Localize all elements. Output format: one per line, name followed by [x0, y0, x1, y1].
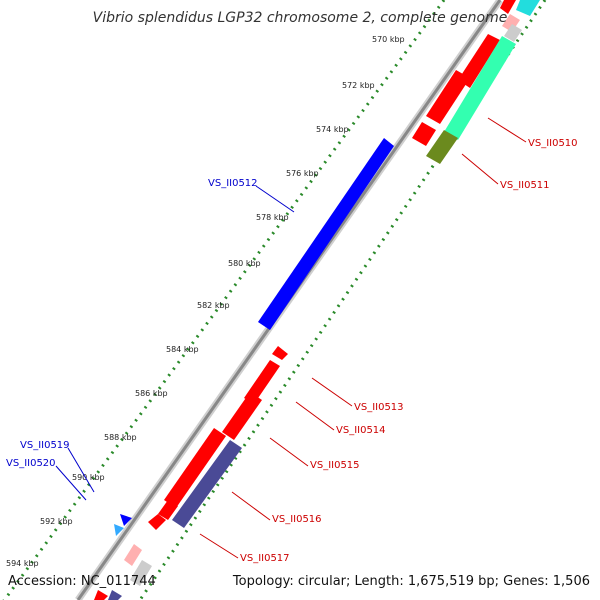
- tick-572: 572 kbp: [342, 81, 375, 90]
- tick-labels: 570 kbp 572 kbp 574 kbp 576 kbp 578 kbp …: [6, 35, 405, 568]
- gene-bottom-navy[interactable]: [108, 590, 122, 600]
- label-vs-ii0513: VS_II0513: [354, 402, 404, 413]
- summary-text: Topology: circular; Length: 1,675,519 bp…: [232, 574, 590, 589]
- gene-small-red-1[interactable]: [158, 500, 178, 520]
- gene-bottom-red[interactable]: [94, 590, 108, 600]
- outer-dotted-guide: [2, 0, 446, 600]
- gene-bottom-grey[interactable]: [130, 560, 152, 586]
- tick-582: 582 kbp: [197, 301, 230, 310]
- label-vs-ii0514: VS_II0514: [336, 425, 386, 436]
- tick-590: 590 kbp: [72, 473, 105, 482]
- label-vs-ii0511: VS_II0511: [500, 180, 550, 191]
- gene-label-group: VS_II0510 VS_II0511 VS_II0512 VS_II0513 …: [6, 117, 578, 564]
- gene-vs-ii0516[interactable]: [172, 440, 242, 528]
- tick-570: 570 kbp: [372, 35, 405, 44]
- gene-vs-ii0519[interactable]: [120, 514, 132, 526]
- gene-pale-pink[interactable]: [502, 14, 520, 32]
- tick-580: 580 kbp: [228, 259, 261, 268]
- tick-576: 576 kbp: [286, 169, 319, 178]
- gene-red-1[interactable]: [426, 70, 470, 124]
- label-vs-ii0517: VS_II0517: [240, 553, 290, 564]
- map-title: Vibrio splendidus LGP32 chromosome 2, co…: [92, 10, 508, 26]
- gene-vs-ii0513[interactable]: [244, 360, 280, 404]
- gene-vs-ii0513-block[interactable]: [272, 346, 288, 360]
- label-vs-ii0520: VS_II0520: [6, 458, 56, 469]
- gene-vs-ii0511-olive[interactable]: [426, 130, 458, 164]
- tick-594: 594 kbp: [6, 559, 39, 568]
- tick-578: 578 kbp: [256, 213, 289, 222]
- gene-small-red-2[interactable]: [148, 514, 166, 530]
- gene-top-red[interactable]: [500, 0, 516, 14]
- gene-vs-ii0512[interactable]: [258, 138, 394, 330]
- gene-vs-ii0510-teal[interactable]: [444, 36, 516, 140]
- gene-vs-ii0515[interactable]: [164, 428, 226, 508]
- gene-red-2[interactable]: [412, 122, 436, 146]
- label-vs-ii0516: VS_II0516: [272, 514, 322, 525]
- gene-cyan[interactable]: [516, 0, 540, 16]
- label-vs-ii0512: VS_II0512: [208, 178, 258, 189]
- gene-grey[interactable]: [504, 24, 522, 42]
- tick-574: 574 kbp: [316, 125, 349, 134]
- tick-586: 586 kbp: [135, 389, 168, 398]
- gene-vs-ii0510-block[interactable]: [458, 34, 500, 88]
- label-vs-ii0519: VS_II0519: [20, 440, 70, 451]
- accession-text: Accession: NC_011744: [8, 574, 156, 589]
- gene-vs-ii0514[interactable]: [222, 392, 262, 440]
- tick-588: 588 kbp: [104, 433, 137, 442]
- tick-584: 584 kbp: [166, 345, 199, 354]
- gene-vs-ii0520[interactable]: [114, 524, 124, 536]
- label-vs-ii0515: VS_II0515: [310, 460, 360, 471]
- tick-592: 592 kbp: [40, 517, 73, 526]
- gene-bottom-pale[interactable]: [124, 544, 142, 566]
- label-vs-ii0510: VS_II0510: [528, 138, 578, 149]
